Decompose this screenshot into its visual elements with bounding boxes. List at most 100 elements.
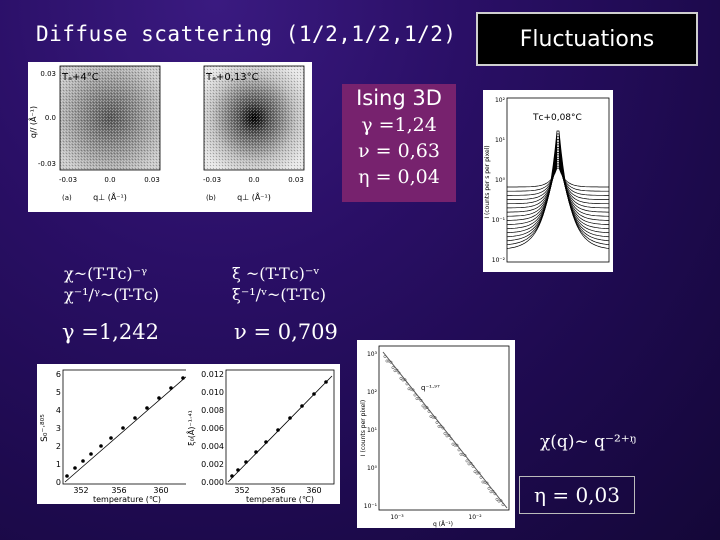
scatter-ylabel: q// (Å⁻¹) <box>28 106 38 138</box>
profile-curve <box>506 144 610 230</box>
ising-gamma: γ =1,24 <box>361 114 437 136</box>
loglog-point <box>419 398 423 402</box>
loglog-point <box>467 462 471 466</box>
profile-curve <box>506 133 610 246</box>
slide-title: Diffuse scattering (1/2,1/2,1/2) <box>36 22 457 46</box>
loglog-point <box>445 434 449 438</box>
xi-plot: ξ₀(Å)⁻¹·⁴¹ 0.012 0.010 0.008 0.006 0.004 0.00… <box>185 364 340 504</box>
profile-curve <box>507 161 609 200</box>
loglog-ytick: 10³ <box>367 351 378 358</box>
loglog-point <box>435 421 439 424</box>
loglog-point <box>491 489 495 493</box>
scatter-tag-right: (b) <box>206 194 216 202</box>
profile-curve <box>506 136 610 242</box>
loglog-point <box>465 459 469 463</box>
fluctuations-label: Fluctuations <box>519 26 655 52</box>
xi-point <box>276 428 280 432</box>
s0-fit-line <box>64 375 188 483</box>
loglog-point <box>389 360 393 364</box>
profile-ytick: 10¹ <box>495 137 506 144</box>
loglog-ytick: 10⁻¹ <box>364 503 378 510</box>
ising-3d-box: Ising 3D γ =1,24 ν = 0,63 η = 0,04 <box>342 84 456 202</box>
s0-xtick: 356 <box>111 486 126 495</box>
loglog-point <box>443 432 447 435</box>
loglog-point <box>393 369 397 373</box>
scatter-label-right: Tₐ+0,13°C <box>205 72 259 83</box>
loglog-point <box>459 452 463 456</box>
loglog-point <box>395 368 399 372</box>
loglog-ytick: 10² <box>367 389 378 396</box>
loglog-ytick: 10⁰ <box>367 465 378 472</box>
loglog-point <box>479 475 483 479</box>
loglog-plot: I (counts per pixel) 10³ 10² 10¹ 10⁰ 10⁻… <box>357 340 515 528</box>
xi-point <box>236 468 240 472</box>
s0-plot-svg: S₀⁻·⁸⁰⁵ 6 5 4 3 2 1 0 352 356 360 temperature … <box>40 369 192 504</box>
s0-point <box>181 376 185 380</box>
loglog-point <box>457 448 461 452</box>
s0-ytick: 2 <box>56 442 61 451</box>
profile-curve <box>507 163 609 196</box>
scattering-panels-figure: Tₐ+4°C Tₐ+0,13°C q// (Å⁻¹) 0.03 0.0 -0.0… <box>27 62 312 212</box>
profile-curve <box>507 149 609 221</box>
s0-point <box>89 452 93 456</box>
profile-plot-svg: I (counts per s per pixel) 10² 10¹ 10⁰ 1… <box>484 97 610 264</box>
s0-data-points <box>64 375 188 483</box>
xi-ytick: 0.010 <box>201 388 224 397</box>
xi-ytick: 0.000 <box>201 478 224 487</box>
xi-point <box>254 450 258 454</box>
loglog-point <box>411 388 415 392</box>
loglog-point <box>461 452 465 456</box>
loglog-point <box>405 382 409 386</box>
profile-curve <box>506 152 610 217</box>
scatter-xtick: 0.03 <box>144 176 160 184</box>
loglog-point <box>427 409 431 413</box>
nu-value: ν = 0,709 <box>234 320 338 344</box>
s0-point <box>65 474 69 478</box>
loglog-point <box>499 499 503 503</box>
loglog-point <box>415 397 419 401</box>
loglog-point <box>485 481 489 485</box>
profile-curve <box>506 159 610 205</box>
loglog-point <box>471 464 475 468</box>
scatter-label-left: Tₐ+4°C <box>61 72 99 83</box>
s0-xtick: 352 <box>73 486 88 495</box>
xi-point <box>230 474 234 478</box>
s0-point <box>99 444 103 448</box>
chi-formula-2: χ⁻¹/ᵞ~(T-Tᴄ) <box>64 285 159 304</box>
profile-curve <box>506 139 610 238</box>
scatter-ytick: 0.0 <box>45 114 56 122</box>
profile-curve <box>507 156 609 209</box>
loglog-point <box>447 434 451 437</box>
loglog-point <box>397 371 401 375</box>
s0-xlabel: temperature (℃) <box>93 495 161 504</box>
scatter-ytick: -0.03 <box>38 160 56 168</box>
s0-point <box>169 386 173 390</box>
xi-point <box>244 460 248 464</box>
xi-formula-1: ξ ~(T-Tᴄ)⁻ᵛ <box>232 264 320 283</box>
loglog-point <box>495 497 499 501</box>
s0-point <box>81 459 85 463</box>
scatter-xtick: 0.0 <box>104 176 115 184</box>
loglog-point <box>399 376 403 380</box>
profile-curve <box>507 167 609 188</box>
loglog-point <box>441 426 445 430</box>
xi-point <box>312 392 316 396</box>
s0-ytick: 4 <box>56 406 61 415</box>
profile-curve <box>507 165 609 192</box>
profile-label-bottom: Tᴄ+4°C <box>545 247 588 260</box>
xi-ylabel: ξ₀(Å)⁻¹·⁴¹ <box>186 410 196 446</box>
loglog-point <box>453 443 457 447</box>
loglog-point <box>487 486 491 490</box>
loglog-data-points <box>383 355 505 507</box>
scatter-xlabel-right: q⊥ (Å⁻¹) <box>237 191 271 202</box>
loglog-xtick: 10⁻² <box>468 514 482 521</box>
loglog-point <box>407 387 411 391</box>
s0-ytick: 1 <box>56 460 61 469</box>
scatter-xtick: 0.0 <box>248 176 259 184</box>
scatter-tag-left: (a) <box>62 194 72 202</box>
profile-ytick: 10⁻² <box>492 257 506 264</box>
loglog-point <box>403 378 407 382</box>
xi-point <box>300 404 304 408</box>
loglog-point <box>497 499 501 503</box>
xi-point <box>288 416 292 420</box>
